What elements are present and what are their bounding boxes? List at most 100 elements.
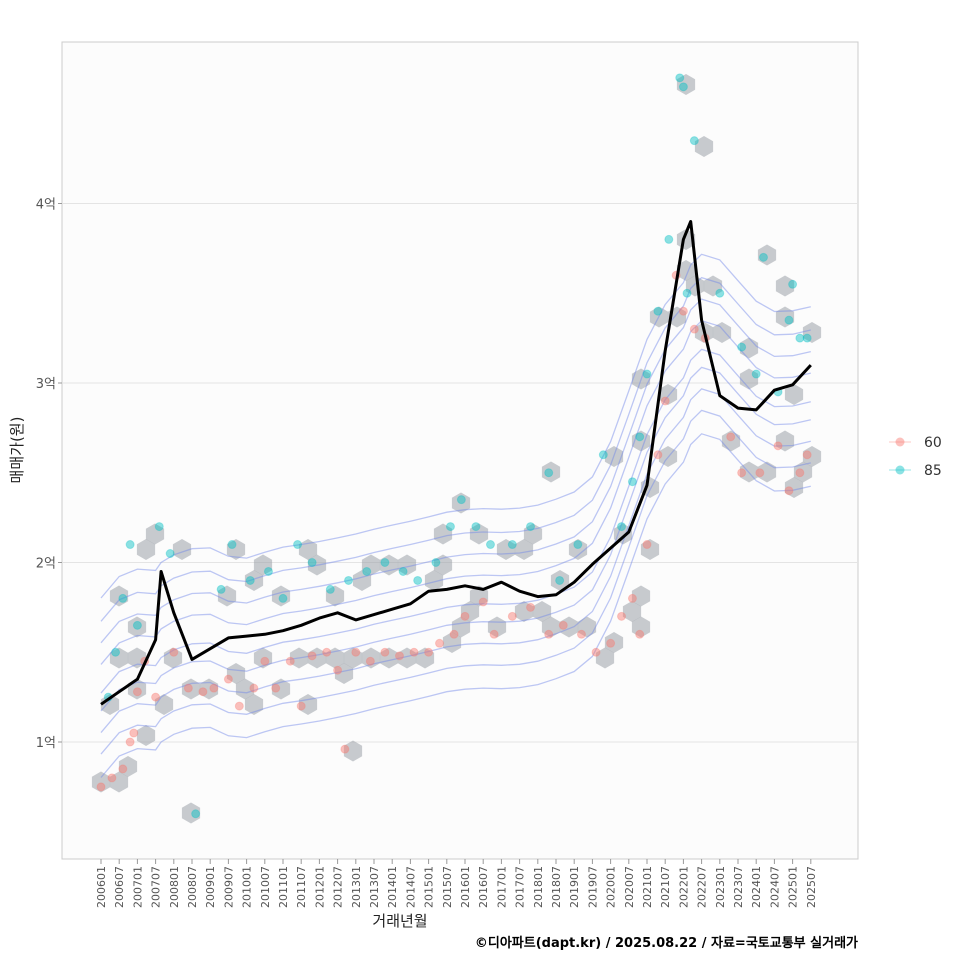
hexbin <box>433 554 453 576</box>
point-60 <box>394 651 404 661</box>
hexbin <box>532 601 552 622</box>
point-60 <box>132 687 142 697</box>
point-60 <box>322 647 332 657</box>
point-60 <box>689 324 699 334</box>
mean-price-line <box>100 220 812 706</box>
hexbin <box>541 616 561 638</box>
point-60 <box>333 665 343 675</box>
hexbin <box>451 616 471 638</box>
point-85 <box>642 369 652 379</box>
point-60 <box>129 728 139 738</box>
legend-key-point <box>895 465 905 475</box>
point-85 <box>325 584 335 594</box>
hexbin <box>226 539 246 560</box>
hexbin <box>172 539 192 560</box>
hexbin <box>127 647 147 669</box>
point-85 <box>784 315 794 325</box>
hexbin <box>433 523 453 545</box>
hexbin <box>343 647 363 669</box>
hexbin <box>604 446 624 467</box>
x-tick-label: 202007 <box>623 866 636 908</box>
point-60 <box>653 450 663 460</box>
hexbin <box>757 461 777 483</box>
hexbin <box>298 539 318 560</box>
point-60 <box>409 647 419 657</box>
x-tick-label: 201401 <box>386 866 399 908</box>
point-60 <box>460 611 470 621</box>
hexbin <box>514 601 534 622</box>
hexbin <box>550 570 570 591</box>
x-axis-title: 거래년월 <box>372 912 427 930</box>
x-tick-label: 201007 <box>259 866 272 908</box>
point-60 <box>478 597 488 607</box>
x-tick-label: 200601 <box>95 866 108 908</box>
density-contour <box>100 433 811 778</box>
point-60 <box>449 629 459 639</box>
point-60 <box>606 638 616 648</box>
hexbin <box>622 601 642 622</box>
x-tick-label: 200801 <box>168 866 181 908</box>
point-85 <box>245 575 255 585</box>
point-85 <box>165 549 175 559</box>
x-tick-label: 201301 <box>350 866 363 908</box>
hexbin <box>271 585 291 607</box>
point-60 <box>249 683 259 693</box>
point-85 <box>653 306 663 316</box>
x-tick-label: 200607 <box>113 866 126 908</box>
point-60 <box>96 782 106 792</box>
hexbin <box>415 647 435 669</box>
hexbin <box>307 647 327 669</box>
legend-label: 60 <box>924 435 942 451</box>
hexbin <box>109 771 129 793</box>
point-60 <box>285 656 295 666</box>
x-tick-label: 202401 <box>750 866 763 908</box>
point-85 <box>227 540 237 550</box>
hexbin <box>784 477 804 498</box>
point-60 <box>737 468 747 478</box>
point-60 <box>726 432 736 442</box>
y-axis-title: 매매가(원) <box>8 417 26 484</box>
hexbin <box>199 678 219 700</box>
x-tick-label: 201201 <box>313 866 326 908</box>
x-tick-label: 201601 <box>459 866 472 908</box>
hexbin <box>739 461 759 483</box>
point-85 <box>362 566 372 576</box>
point-60 <box>151 692 161 702</box>
x-tick-label: 201101 <box>277 866 290 908</box>
hexbin <box>100 694 120 715</box>
point-85 <box>118 593 128 603</box>
x-tick-label: 200907 <box>222 866 235 908</box>
point-85 <box>751 369 761 379</box>
hexbin <box>235 678 255 700</box>
hexbin <box>658 446 678 467</box>
hexbin <box>676 74 696 95</box>
hexbin <box>163 647 183 669</box>
density-contour <box>100 348 811 694</box>
hexbin <box>568 539 588 560</box>
hexbin <box>712 322 732 343</box>
hexbin <box>298 694 318 715</box>
x-tick-label: 200901 <box>204 866 217 908</box>
point-85 <box>398 566 408 576</box>
point-60 <box>296 701 306 711</box>
point-85 <box>216 584 226 594</box>
y-tick-label: 2억 <box>36 557 56 572</box>
x-tick-label: 202407 <box>768 866 781 908</box>
point-85 <box>664 234 674 244</box>
hexbin <box>559 616 579 638</box>
point-85 <box>431 558 441 567</box>
point-85 <box>278 593 288 603</box>
point-60 <box>223 674 233 684</box>
point-60 <box>802 450 812 460</box>
point-60 <box>183 683 193 693</box>
point-60 <box>755 468 765 478</box>
hexbin <box>154 694 174 715</box>
point-85 <box>132 620 142 630</box>
point-85 <box>507 540 517 550</box>
point-85 <box>154 522 164 532</box>
point-85 <box>682 288 692 298</box>
point-85 <box>675 73 685 83</box>
hexbin <box>244 570 264 591</box>
point-60 <box>169 647 179 657</box>
